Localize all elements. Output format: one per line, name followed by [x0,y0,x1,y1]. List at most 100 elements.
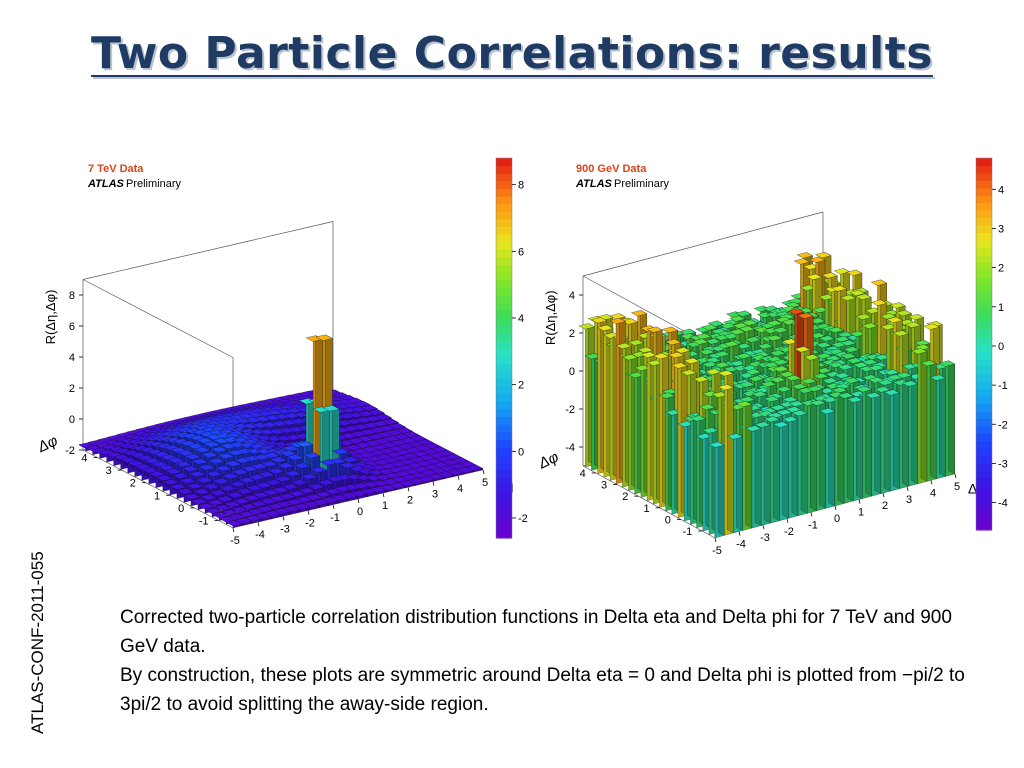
surface-bar [846,396,863,502]
colorbar-segment [496,332,512,341]
y-tick-label: 2 [130,478,136,490]
colorbar-segment [976,433,992,442]
z-tick-label: 2 [569,328,575,340]
surface-bar [340,492,359,502]
colorbar-segment [976,284,992,293]
surface-bar [874,386,891,494]
colorbar-segment [976,321,992,330]
x-tick-label: 5 [954,481,960,493]
colorbar-segment [976,254,992,263]
x-tick-label: 4 [930,487,936,499]
surface-bar [408,477,426,486]
colorbar-segment [496,211,512,220]
surface-bar [902,380,919,487]
colorbar-segment [976,217,992,226]
colorbar-segment [496,431,512,440]
colorbar-segment [976,373,992,382]
colorbar-segment [976,485,992,494]
colorbar: -4 -3 -2 -1 0 1 2 3 4 [975,157,1008,531]
surface-bar [938,360,956,477]
colorbar-segment [976,492,992,501]
plot-900gev: -4-2024R(Δη,Δφ)-5-4-3-2-1012345Δη-101234… [535,150,1010,570]
y-tick-label: 3 [601,480,607,492]
colorbar-segment [976,522,992,531]
colorbar-segment [496,530,512,539]
x-tick-label: -3 [280,523,290,535]
x-tick-label: 3 [432,489,438,501]
surface-bar [398,480,416,488]
x-tick-label: -5 [230,535,240,547]
x-tick-label: -1 [808,519,818,531]
colorbar-tick-label: 6 [518,246,524,258]
colorbar-segment [496,241,512,250]
colorbar-tick-label: -4 [998,498,1008,510]
x-tick-label: 1 [858,507,864,519]
colorbar-segment [976,515,992,524]
surface-bar [726,433,744,534]
surface-bar [763,416,781,524]
colorbar-segment [976,336,992,345]
colorbar-segment [496,492,512,501]
y-tick-label: 0 [665,514,671,526]
colorbar-segment [496,370,512,379]
y-tick-label: 4 [81,453,87,465]
colorbar-segment [496,158,512,167]
colorbar-segment [496,363,512,372]
x-tick-label: -4 [255,529,265,541]
caption: Corrected two-particle correlation distr… [120,603,970,719]
colorbar-segment [496,234,512,243]
colorbar-segment [496,515,512,524]
z-axis: -2 0 2 4 6 8 R(Δη,Δφ) [43,290,83,457]
colorbar-segment [496,226,512,235]
y-axis-label: Δφ [38,432,61,456]
colorbar-tick-label: 8 [518,180,524,192]
colorbar-segment [976,418,992,427]
colorbar-segment [496,500,512,509]
colorbar-tick-label: 0 [998,341,1004,353]
z-axis-label: R(Δη,Δφ) [543,290,558,345]
surface-bar [360,488,378,497]
y-tick-label: 3 [106,465,112,477]
colorbar-segment [496,386,512,395]
z-tick-label: 2 [69,383,75,395]
surface-bar [865,392,882,497]
colorbar-tick-label: -2 [998,419,1008,431]
colorbar-segment [976,329,992,338]
z-tick-label: 8 [69,290,75,302]
chart-900gev-svg: -4-2024R(Δη,Δφ)-5-4-3-2-1012345Δη-101234… [535,157,1008,557]
y-tick-label: 4 [580,468,586,480]
colorbar-segment [496,272,512,281]
colorbar-segment [976,269,992,278]
colorbar-segment [496,325,512,334]
x-tick-label: 4 [457,483,463,495]
surface-bars [78,334,484,529]
surface-bar [717,384,734,536]
colorbar-segment [976,477,992,486]
x-tick-label: -1 [330,512,340,524]
plot-7tev: -202468R(Δη,Δφ)-5-4-3-2-1012345Δη-101234… [34,150,538,570]
colorbar-segment [496,446,512,455]
colorbar-segment [496,294,512,303]
x-tick-label: -5 [712,545,722,557]
z-tick-label: 6 [69,321,75,333]
x-tick-label: -2 [305,518,315,530]
colorbar-segment [976,351,992,360]
y-tick-label: 0 [178,503,184,515]
colorbar-segment [496,340,512,349]
slide-title: Two Particle Correlations: results [91,28,933,79]
experiment-label: ATLAS [575,178,613,190]
colorbar-segment [496,393,512,402]
colorbar-segment [496,203,512,212]
surface-bar [920,360,937,482]
x-tick-label: 2 [882,500,888,512]
colorbar-segment [496,196,512,205]
dataset-label: 7 TeV Data [88,163,144,175]
colorbar-segment [976,239,992,248]
surface-bar [754,421,771,526]
x-tick-label: 3 [906,494,912,506]
colorbar-segment [976,410,992,419]
colorbar-tick-label: -2 [518,513,528,525]
surface-bar [264,510,282,520]
surface-bars [578,252,956,539]
z-tick-label: 0 [69,414,75,426]
